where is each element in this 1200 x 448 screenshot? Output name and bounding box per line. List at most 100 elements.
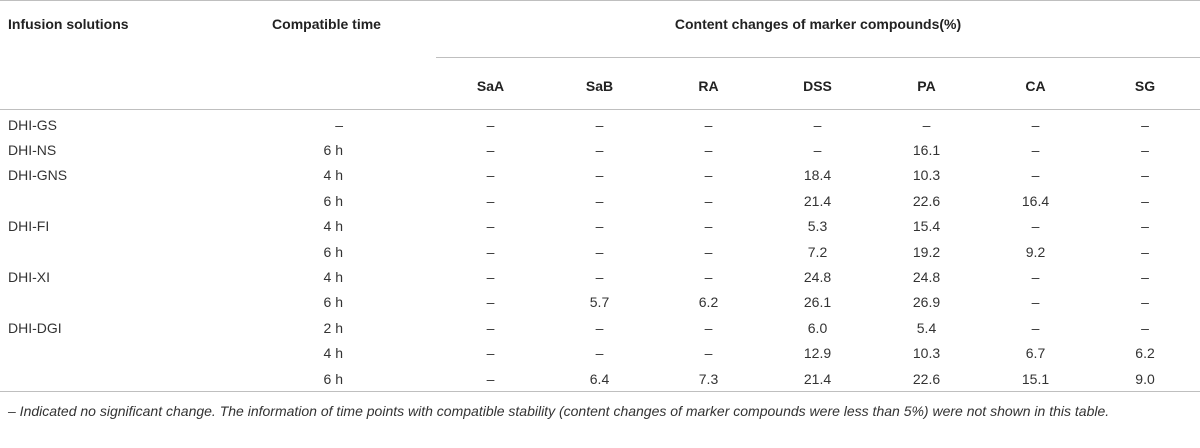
cell-content-change: – [486,142,495,159]
cell-content-change: 10.3 [912,167,941,184]
cell-content-change: 21.4 [803,370,832,387]
cell-content-change: – [1031,269,1040,286]
cell-compatible-time: 6 h [323,192,343,209]
cell-content-change: – [486,192,495,209]
cell-content-change: 9.0 [1135,370,1155,387]
table-row: DHI-NS 6 h – – – – 16.1 – – [0,137,1200,162]
cell-content-change: – [595,167,604,184]
cell-content-change: – [486,269,495,286]
cell-content-change: – [704,319,713,336]
cell-content-change: – [595,218,604,235]
header-row-2: SaA SaB RA DSS PA CA SG [0,58,1200,110]
cell-content-change: – [704,269,713,286]
cell-infusion-solution [0,188,218,213]
cell-infusion-solution [0,239,218,264]
table-row: 4 h – – – 12.9 10.3 6.7 6.2 [0,341,1200,366]
cell-compatible-time: 2 h [323,319,343,336]
cell-content-change: 6.2 [698,294,719,311]
table-footnote: – Indicated no significant change. The i… [8,403,1110,420]
table-row: DHI-DGI 2 h – – – 6.0 5.4 – – [0,315,1200,340]
cell-content-change: – [1141,218,1149,235]
cell-content-change: – [704,218,713,235]
cell-content-change: – [486,167,495,184]
cell-content-change: – [486,218,495,235]
cell-content-change: – [486,370,495,387]
cell-content-change: – [1141,116,1149,133]
cell-content-change: 24.8 [803,269,832,286]
cell-infusion-solution [0,290,218,315]
cell-content-change: – [1031,142,1040,159]
cell-infusion-solution: DHI-NS [8,142,57,159]
table-row: DHI-XI 4 h – – – 24.8 24.8 – – [0,264,1200,289]
cell-compatible-time: 6 h [323,294,343,311]
table-row: DHI-FI 4 h – – – 5.3 15.4 – – [0,214,1200,239]
cell-content-change: – [1031,116,1040,133]
cell-content-change: 24.8 [912,269,941,286]
cell-content-change: 15.4 [912,218,941,235]
cell-content-change: – [486,116,495,133]
cell-content-change: 6.0 [807,319,828,336]
cell-content-change: – [704,167,713,184]
cell-content-change: 6.4 [589,370,610,387]
cell-content-change: – [486,294,495,311]
header-compound: SaB [585,78,614,94]
header-compound: SG [1134,78,1156,94]
header-compound: SaA [476,78,505,94]
compatibility-table: Infusion solutions Compatible time Conte… [0,0,1200,392]
cell-content-change: – [595,142,604,159]
cell-content-change: 22.6 [912,370,941,387]
cell-compatible-time: 4 h [323,167,343,184]
cell-content-change: 7.3 [698,370,719,387]
header-infusion-solutions: Infusion solutions [8,16,129,32]
cell-content-change: – [704,142,713,159]
cell-content-change: – [1031,167,1040,184]
cell-content-change: 10.3 [912,345,941,362]
cell-content-change: – [595,345,604,362]
table-row: DHI-GNS 4 h – – – 18.4 10.3 – – [0,163,1200,188]
cell-content-change: 15.1 [1021,370,1050,387]
cell-content-change: – [486,319,495,336]
cell-content-change: – [1031,319,1040,336]
compatibility-table-container: Infusion solutions Compatible time Conte… [0,0,1200,420]
cell-content-change: 9.2 [1025,243,1046,260]
cell-compatible-time: 6 h [323,370,343,387]
cell-content-change: 21.4 [803,192,832,209]
table-row: 6 h – 5.7 6.2 26.1 26.9 – – [0,290,1200,315]
cell-infusion-solution: DHI-XI [8,269,50,286]
cell-content-change: – [595,116,604,133]
cell-content-change: – [1141,294,1149,311]
cell-infusion-solution [0,366,218,392]
cell-content-change: 6.7 [1025,345,1046,362]
cell-content-change: 5.7 [589,294,610,311]
table-body: DHI-GS – – – – – – – – DHI-NS 6 h – – – –16.1– – DHI-GNS… [0,110,1200,392]
header-compound: CA [1025,78,1046,94]
cell-content-change: 19.2 [912,243,941,260]
cell-infusion-solution: DHI-DGI [8,319,62,336]
cell-content-change: – [704,116,713,133]
cell-compatible-time: 6 h [323,243,343,260]
cell-content-change: – [486,345,495,362]
header-compound: RA [698,78,719,94]
cell-content-change: 22.6 [912,192,941,209]
header-row-1: Infusion solutions Compatible time Conte… [0,0,1200,58]
cell-content-change: – [1141,243,1149,260]
cell-content-change: – [1141,319,1149,336]
cell-infusion-solution: DHI-GS [8,116,57,133]
table-row: 6 h – 6.4 7.3 21.4 22.6 15.1 9.0 [0,366,1200,392]
cell-content-change: 12.9 [803,345,832,362]
cell-infusion-solution [0,341,218,366]
table-row: DHI-GS – – – – – – – – [0,110,1200,138]
cell-content-change: – [1141,142,1149,159]
cell-content-change: – [1141,269,1149,286]
cell-content-change: – [486,243,495,260]
cell-content-change: – [595,192,604,209]
cell-content-change: 5.3 [807,218,828,235]
header-compound: DSS [803,78,832,94]
cell-content-change: – [1141,192,1149,209]
cell-content-change: – [813,116,822,133]
cell-content-change: – [704,243,713,260]
cell-compatible-time: 6 h [323,142,343,159]
cell-compatible-time: 4 h [323,345,343,362]
cell-compatible-time: 4 h [323,218,343,235]
cell-content-change: 26.1 [803,294,832,311]
